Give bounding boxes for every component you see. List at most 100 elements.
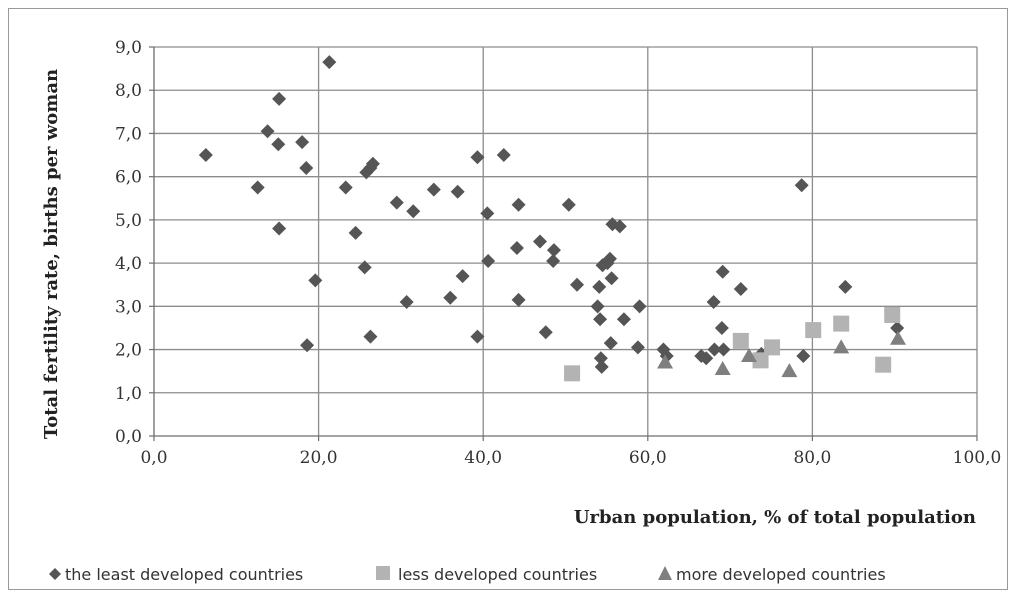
legend-item-less-developed: less developed countries xyxy=(376,565,597,584)
point-least-developed xyxy=(532,234,547,249)
y-tick-label: 0,0 xyxy=(115,427,142,447)
legend-marker-diamond xyxy=(49,568,61,580)
point-least-developed xyxy=(706,295,721,310)
point-least-developed xyxy=(612,219,627,234)
point-less-developed xyxy=(884,306,901,323)
point-less-developed xyxy=(875,356,892,373)
point-least-developed xyxy=(699,351,714,366)
point-least-developed xyxy=(890,320,905,335)
legend-label-least-developed: the least developed countries xyxy=(65,565,303,584)
legend-marker-square xyxy=(376,566,390,580)
y-tick-label: 3,0 xyxy=(115,297,142,317)
point-least-developed xyxy=(299,161,314,176)
point-least-developed xyxy=(399,295,414,310)
point-least-developed xyxy=(198,148,213,163)
y-tick-label: 6,0 xyxy=(115,168,142,188)
y-tick-label: 4,0 xyxy=(115,254,142,274)
point-least-developed xyxy=(707,342,722,357)
point-least-developed xyxy=(733,282,748,297)
point-least-developed xyxy=(590,299,605,314)
point-least-developed xyxy=(481,253,496,268)
point-more-developed xyxy=(741,348,758,363)
point-least-developed xyxy=(716,342,731,357)
point-least-developed xyxy=(794,178,809,193)
point-least-developed xyxy=(357,260,372,275)
point-more-developed xyxy=(833,339,850,354)
legend-item-least-developed: the least developed countries xyxy=(49,565,303,584)
gridlines xyxy=(154,46,978,436)
point-least-developed xyxy=(593,312,608,327)
point-least-developed xyxy=(406,204,421,219)
y-tick-labels: 0,0 1,0 2,0 3,0 4,0 5,0 6,0 7,0 8,0 9,0 xyxy=(115,38,142,447)
point-least-developed xyxy=(570,277,585,292)
y-tick-label: 7,0 xyxy=(115,124,142,144)
point-least-developed xyxy=(592,279,607,294)
point-least-developed xyxy=(546,243,561,258)
point-least-developed xyxy=(511,292,526,307)
x-tick-label: 40,0 xyxy=(464,448,502,468)
point-least-developed xyxy=(363,329,378,344)
data-points xyxy=(198,55,906,382)
point-less-developed xyxy=(752,352,769,369)
point-least-developed xyxy=(455,269,470,284)
point-more-developed xyxy=(657,354,674,369)
point-least-developed xyxy=(715,264,730,279)
point-less-developed xyxy=(764,339,781,356)
point-least-developed xyxy=(616,312,631,327)
point-least-developed xyxy=(272,91,287,106)
legend-marker-triangle xyxy=(658,566,672,580)
point-least-developed xyxy=(338,180,353,195)
point-less-developed xyxy=(805,322,822,339)
scatter-chart: 0,0 1,0 2,0 3,0 4,0 5,0 6,0 7,0 8,0 9,0 0,0 20,0 40… xyxy=(41,38,1001,584)
point-least-developed xyxy=(496,148,511,163)
x-axis-title: Urban population, % of total population xyxy=(574,507,976,528)
point-least-developed xyxy=(509,240,524,255)
legend: the least developed countries less devel… xyxy=(49,565,886,584)
point-least-developed xyxy=(511,197,526,212)
point-least-developed xyxy=(271,137,286,152)
point-more-developed xyxy=(889,330,906,345)
point-least-developed xyxy=(594,359,609,374)
point-least-developed xyxy=(600,256,615,271)
y-axis-title: Total fertility rate, births per woman xyxy=(41,69,62,439)
x-tick-label: 60,0 xyxy=(629,448,667,468)
legend-item-more-developed: more developed countries xyxy=(658,565,886,584)
point-least-developed xyxy=(470,150,485,165)
point-least-developed xyxy=(593,351,608,366)
x-tick-labels: 0,0 20,0 40,0 60,0 80,0 100,0 xyxy=(140,448,1001,468)
point-least-developed xyxy=(714,320,729,335)
point-least-developed xyxy=(546,253,561,268)
x-tick-label: 0,0 xyxy=(140,448,167,468)
point-less-developed xyxy=(564,365,581,382)
point-least-developed xyxy=(604,271,619,286)
point-least-developed xyxy=(300,338,315,353)
point-least-developed xyxy=(796,349,811,364)
point-least-developed xyxy=(538,325,553,340)
point-least-developed xyxy=(630,340,645,355)
y-tick-label: 5,0 xyxy=(115,211,142,231)
x-tick-label: 80,0 xyxy=(793,448,831,468)
y-tick-label: 9,0 xyxy=(115,38,142,58)
axes xyxy=(149,46,978,441)
point-least-developed xyxy=(603,336,618,351)
point-least-developed xyxy=(450,184,465,199)
point-least-developed xyxy=(838,279,853,294)
y-tick-label: 2,0 xyxy=(115,341,142,361)
point-less-developed xyxy=(732,332,749,349)
point-least-developed xyxy=(272,221,287,236)
y-tick-label: 8,0 xyxy=(115,81,142,101)
x-tick-label: 20,0 xyxy=(300,448,338,468)
point-least-developed xyxy=(348,225,363,240)
point-least-developed xyxy=(480,206,495,221)
chart-frame: 0,0 1,0 2,0 3,0 4,0 5,0 6,0 7,0 8,0 9,0 0,0 20,0 40… xyxy=(8,8,1008,590)
point-more-developed xyxy=(781,363,798,378)
point-more-developed xyxy=(714,361,731,376)
point-least-developed xyxy=(389,195,404,210)
point-least-developed xyxy=(295,135,310,150)
x-tick-label: 100,0 xyxy=(953,448,1002,468)
point-least-developed xyxy=(365,156,380,171)
y-tick-label: 1,0 xyxy=(115,384,142,404)
point-least-developed xyxy=(322,55,337,70)
point-least-developed xyxy=(260,124,275,139)
legend-label-less-developed: less developed countries xyxy=(398,565,597,584)
